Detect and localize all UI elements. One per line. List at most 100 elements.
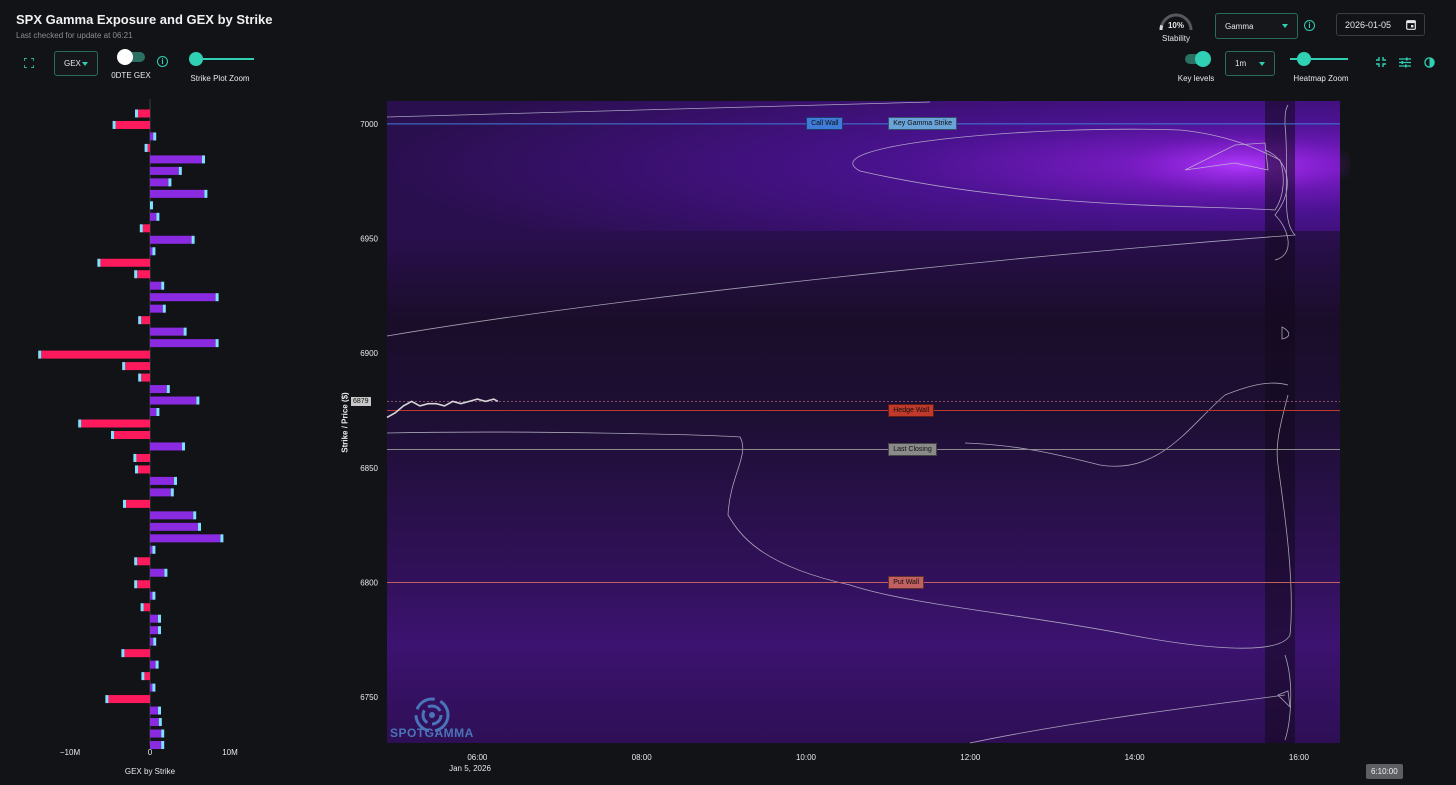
- gex-bar-cap: [134, 557, 138, 566]
- gex-bar[interactable]: [150, 304, 163, 313]
- price-path: [386, 398, 499, 419]
- fullscreen-icon[interactable]: [23, 57, 35, 69]
- odte-gex-toggle[interactable]: [117, 49, 145, 65]
- gex-bar[interactable]: [150, 545, 153, 554]
- gex-bar[interactable]: [150, 442, 182, 451]
- gex-bar[interactable]: [150, 396, 197, 405]
- gex-bar[interactable]: [150, 683, 153, 692]
- gex-bar[interactable]: [144, 672, 150, 681]
- gex-bar[interactable]: [137, 270, 150, 279]
- gex-bar[interactable]: [147, 143, 150, 152]
- gex-bar[interactable]: [108, 695, 150, 704]
- gex-bar-cap: [38, 350, 42, 359]
- gex-bar-cap: [220, 534, 224, 543]
- gex-bar[interactable]: [126, 499, 150, 508]
- gex-bar-cap: [105, 695, 109, 704]
- gex-bar[interactable]: [114, 430, 150, 439]
- gex-x-tick: 10M: [222, 748, 238, 757]
- heatmap-zoom-slider-track[interactable]: [1290, 58, 1348, 60]
- mode-select[interactable]: Gamma: [1215, 13, 1298, 39]
- gex-bar[interactable]: [150, 408, 157, 417]
- gex-bar[interactable]: [150, 132, 154, 141]
- gex-bar[interactable]: [150, 660, 156, 669]
- heatmap-ylabel: Strike / Price ($): [340, 392, 350, 453]
- gex-bar[interactable]: [141, 373, 150, 382]
- heatmap-plot-area[interactable]: [387, 101, 1350, 743]
- gex-bar[interactable]: [141, 316, 150, 325]
- gex-bar[interactable]: [150, 534, 221, 543]
- gex-bar-cap: [144, 143, 148, 152]
- chevron-down-icon: [82, 61, 88, 66]
- key-levels-toggle[interactable]: [1185, 51, 1211, 67]
- gex-bar[interactable]: [138, 109, 150, 118]
- tune-icon[interactable]: [1398, 55, 1412, 69]
- gex-bar[interactable]: [150, 476, 174, 485]
- gex-bar-cap: [152, 545, 156, 554]
- gex-bar[interactable]: [125, 362, 150, 371]
- gex-bar[interactable]: [115, 120, 150, 129]
- gex-bar[interactable]: [150, 247, 153, 256]
- key-levels-label: Key levels: [1177, 74, 1215, 83]
- gex-bar[interactable]: [150, 706, 158, 715]
- gex-bar[interactable]: [150, 729, 162, 738]
- gex-bar[interactable]: [137, 557, 150, 566]
- gex-bar-cap: [183, 327, 187, 336]
- gex-bar[interactable]: [150, 568, 165, 577]
- gex-bar[interactable]: [41, 350, 151, 359]
- calendar-icon[interactable]: [1406, 19, 1416, 30]
- date-input[interactable]: 2026-01-05: [1336, 13, 1425, 36]
- interval-select[interactable]: 1m: [1225, 51, 1275, 76]
- info-icon[interactable]: i: [1304, 20, 1315, 31]
- gex-bar-cap: [153, 132, 157, 141]
- gex-bar[interactable]: [143, 603, 150, 612]
- strike-zoom-slider-knob[interactable]: [189, 52, 203, 66]
- gex-bar[interactable]: [81, 419, 150, 428]
- gex-bar-cap: [111, 430, 114, 439]
- gex-bar[interactable]: [150, 511, 194, 520]
- gex-bar[interactable]: [150, 155, 202, 164]
- gex-bar[interactable]: [136, 453, 150, 462]
- gex-bar[interactable]: [150, 281, 162, 290]
- info-icon[interactable]: i: [157, 56, 168, 67]
- heatmap-x-tick: 16:00: [1289, 753, 1310, 762]
- gex-bar[interactable]: [100, 258, 150, 267]
- strike-zoom-slider-track[interactable]: [196, 58, 254, 60]
- spotgamma-logo-icon: [414, 697, 450, 733]
- contrast-icon[interactable]: [1423, 56, 1435, 68]
- gex-bar[interactable]: [150, 614, 158, 623]
- gex-bar[interactable]: [150, 212, 157, 221]
- gex-bar[interactable]: [142, 224, 150, 233]
- gex-bar[interactable]: [137, 580, 150, 589]
- metric-select[interactable]: GEX: [54, 51, 98, 76]
- heatmap-x-tick: 10:00: [796, 753, 817, 762]
- gex-bar[interactable]: [150, 189, 205, 198]
- gex-bar[interactable]: [150, 293, 216, 302]
- gex-bar[interactable]: [150, 166, 179, 175]
- gex-bar[interactable]: [124, 649, 150, 658]
- gex-bar[interactable]: [150, 339, 216, 348]
- metric-select-value: GEX: [64, 59, 81, 68]
- gex-bar[interactable]: [150, 637, 154, 646]
- gex-bar[interactable]: [150, 488, 171, 497]
- gex-bar-cap: [138, 316, 142, 325]
- gex-bar-cap: [168, 178, 172, 187]
- gamma-heatmap-chart: 7000 6950 6900 6850 6800 6750 06:00 08:00 10:00…: [360, 101, 1350, 762]
- compress-icon[interactable]: [1375, 56, 1387, 68]
- gex-bar[interactable]: [150, 591, 153, 600]
- gex-bar[interactable]: [150, 178, 169, 187]
- gex-bar[interactable]: [150, 235, 192, 244]
- strike-zoom-label: Strike Plot Zoom: [190, 74, 250, 83]
- stability-value: 10%: [1167, 21, 1184, 30]
- gex-bar[interactable]: [138, 465, 150, 474]
- gex-bar-cap: [135, 465, 138, 474]
- gex-bar-cap: [215, 293, 219, 302]
- gex-bar[interactable]: [150, 741, 162, 749]
- gex-bar[interactable]: [150, 385, 167, 394]
- gex-bar[interactable]: [150, 626, 158, 635]
- gex-bar-cap: [166, 385, 170, 394]
- current-price-label: 6879: [351, 397, 371, 406]
- gex-bar[interactable]: [150, 522, 198, 531]
- heatmap-zoom-slider-knob[interactable]: [1297, 52, 1311, 66]
- gex-bar[interactable]: [150, 327, 184, 336]
- gex-bar[interactable]: [150, 718, 159, 727]
